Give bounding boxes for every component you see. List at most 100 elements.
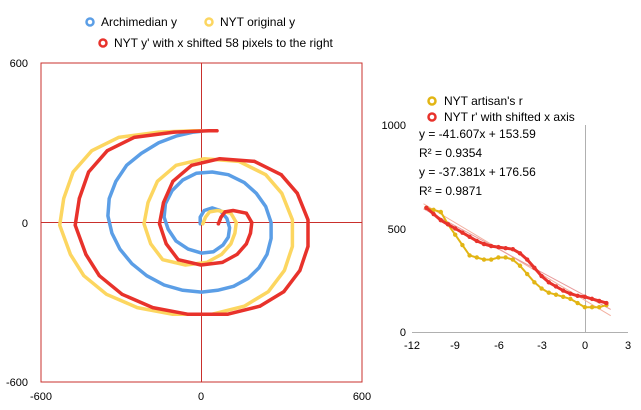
trend-r2-2: R² = 0.9871	[419, 184, 482, 198]
radius-point-nyt-shifted	[460, 230, 465, 235]
spiral-point	[132, 135, 136, 140]
trend-r2-1: R² = 0.9354	[419, 146, 482, 160]
spiral-point	[244, 211, 249, 215]
legend-label-shifted-r: NYT r' with shifted x axis	[444, 110, 575, 124]
spiral-point	[105, 149, 109, 153]
legend-marker-shifted-r	[427, 112, 437, 122]
radius-point-artisan	[553, 292, 559, 297]
radius-point-artisan	[438, 209, 443, 215]
radius-point-artisan	[575, 300, 580, 306]
spiral-point	[218, 157, 222, 161]
radius-point-nyt-shifted	[453, 226, 458, 231]
radius-point-nyt-shifted	[532, 265, 537, 271]
spiral-x-tick-zero: 0	[198, 391, 204, 403]
spiral-point	[207, 129, 211, 133]
spiral-point	[250, 220, 254, 225]
spiral-point	[176, 258, 180, 262]
radius-point-nyt-shifted	[489, 243, 494, 249]
radius-point-nyt-shifted	[575, 293, 580, 298]
radius-point-artisan	[532, 280, 537, 285]
radius-point-nyt-shifted	[553, 284, 559, 289]
spiral-point	[190, 163, 194, 167]
radius-point-artisan	[460, 242, 465, 248]
spiral-point	[252, 159, 257, 163]
spiral-point	[279, 173, 283, 177]
radius-point-artisan	[474, 255, 479, 260]
spiral-series-group	[57, 129, 310, 316]
radius-point-nyt-shifted	[431, 211, 436, 217]
spiral-point	[164, 242, 168, 246]
spiral-point	[295, 191, 299, 195]
spiral-point	[77, 196, 81, 201]
spiral-point	[84, 252, 88, 256]
spiral-point	[226, 312, 230, 316]
radius-point-nyt-shifted	[589, 296, 595, 302]
radius-point-artisan	[568, 296, 573, 302]
radius-point-artisan	[525, 271, 530, 277]
spiral-point	[199, 263, 203, 267]
radius-point-nyt-shifted	[467, 234, 472, 239]
radius-legend: NYT artisan's r NYT r' with shifted x ax…	[427, 94, 575, 124]
legend-marker-nyt-shifted	[98, 38, 108, 48]
spiral-point	[235, 252, 239, 256]
radius-point-nyt-shifted	[445, 222, 451, 227]
spiral-line-archimedian	[106, 129, 273, 294]
spiral-point	[223, 210, 227, 214]
radius-point-nyt-shifted	[604, 300, 609, 306]
spiral-point	[248, 231, 253, 235]
spiral-point	[172, 130, 176, 134]
spiral-point	[73, 223, 77, 227]
spiral-point	[151, 305, 155, 310]
spiral-legend: Archimedian y NYT original y NYT y' with…	[85, 15, 334, 50]
radius-point-artisan	[481, 257, 487, 262]
radius-point-nyt-shifted	[539, 273, 544, 279]
radius-point-nyt-shifted	[561, 288, 566, 293]
trendline-2	[423, 208, 611, 310]
legend-marker-archimedian	[85, 17, 95, 27]
spiral-x-tick-right: 600	[353, 391, 371, 403]
trend-equation-2: y = -37.381x + 176.56	[419, 165, 536, 179]
radius-y-tick-500: 500	[388, 224, 406, 236]
legend-marker-nyt-original	[204, 17, 214, 27]
radius-point-nyt-shifted	[546, 280, 551, 285]
radius-point-artisan	[496, 255, 501, 260]
radius-point-artisan	[489, 257, 494, 262]
radius-series-group	[423, 203, 611, 317]
legend-label-nyt-shifted: NYT y' with x shifted 58 pixels to the r…	[114, 36, 334, 50]
spiral-point	[306, 244, 310, 249]
radius-point-artisan	[597, 304, 602, 310]
spiral-point	[120, 292, 124, 296]
spiral-point	[161, 200, 166, 205]
spiral-y-tick-bottom: -600	[6, 377, 28, 389]
spiral-point	[87, 170, 91, 174]
radius-y-tick-0: 0	[400, 327, 406, 339]
trend-equation-1: y = -41.607x + 153.59	[419, 127, 536, 141]
radius-point-artisan	[539, 286, 544, 291]
legend-label-artisan: NYT artisan's r	[444, 94, 523, 108]
spiral-point	[171, 179, 175, 183]
radius-point-nyt-shifted	[568, 291, 573, 296]
legend-label-archimedian: Archimedian y	[101, 15, 177, 29]
radius-chart: NYT artisan's r NYT r' with shifted x ax…	[382, 94, 632, 352]
spiral-chart: Archimedian y NYT original y NYT y' with…	[6, 15, 371, 403]
spiral-line-nyt-shifted	[73, 129, 310, 316]
radius-point-nyt-shifted	[424, 205, 429, 210]
radius-point-artisan	[467, 253, 472, 258]
radius-x-tick-minus12: -12	[404, 340, 420, 352]
radius-x-tick-minus9: -9	[450, 340, 460, 352]
spiral-line-nyt-original	[57, 129, 295, 316]
radius-point-artisan	[431, 207, 436, 213]
radius-point-artisan	[589, 304, 595, 310]
radius-point-nyt-shifted	[496, 244, 501, 250]
spiral-point	[258, 304, 262, 308]
radius-point-nyt-shifted	[438, 218, 443, 223]
spiral-point	[97, 274, 101, 278]
radius-point-artisan	[453, 232, 458, 237]
spiral-point	[215, 129, 219, 133]
spiral-point	[298, 268, 302, 272]
radius-point-artisan	[546, 290, 551, 295]
radius-point-nyt-shifted	[510, 247, 515, 252]
radius-point-artisan	[561, 294, 566, 300]
radius-y-tick-1000: 1000	[382, 120, 406, 132]
